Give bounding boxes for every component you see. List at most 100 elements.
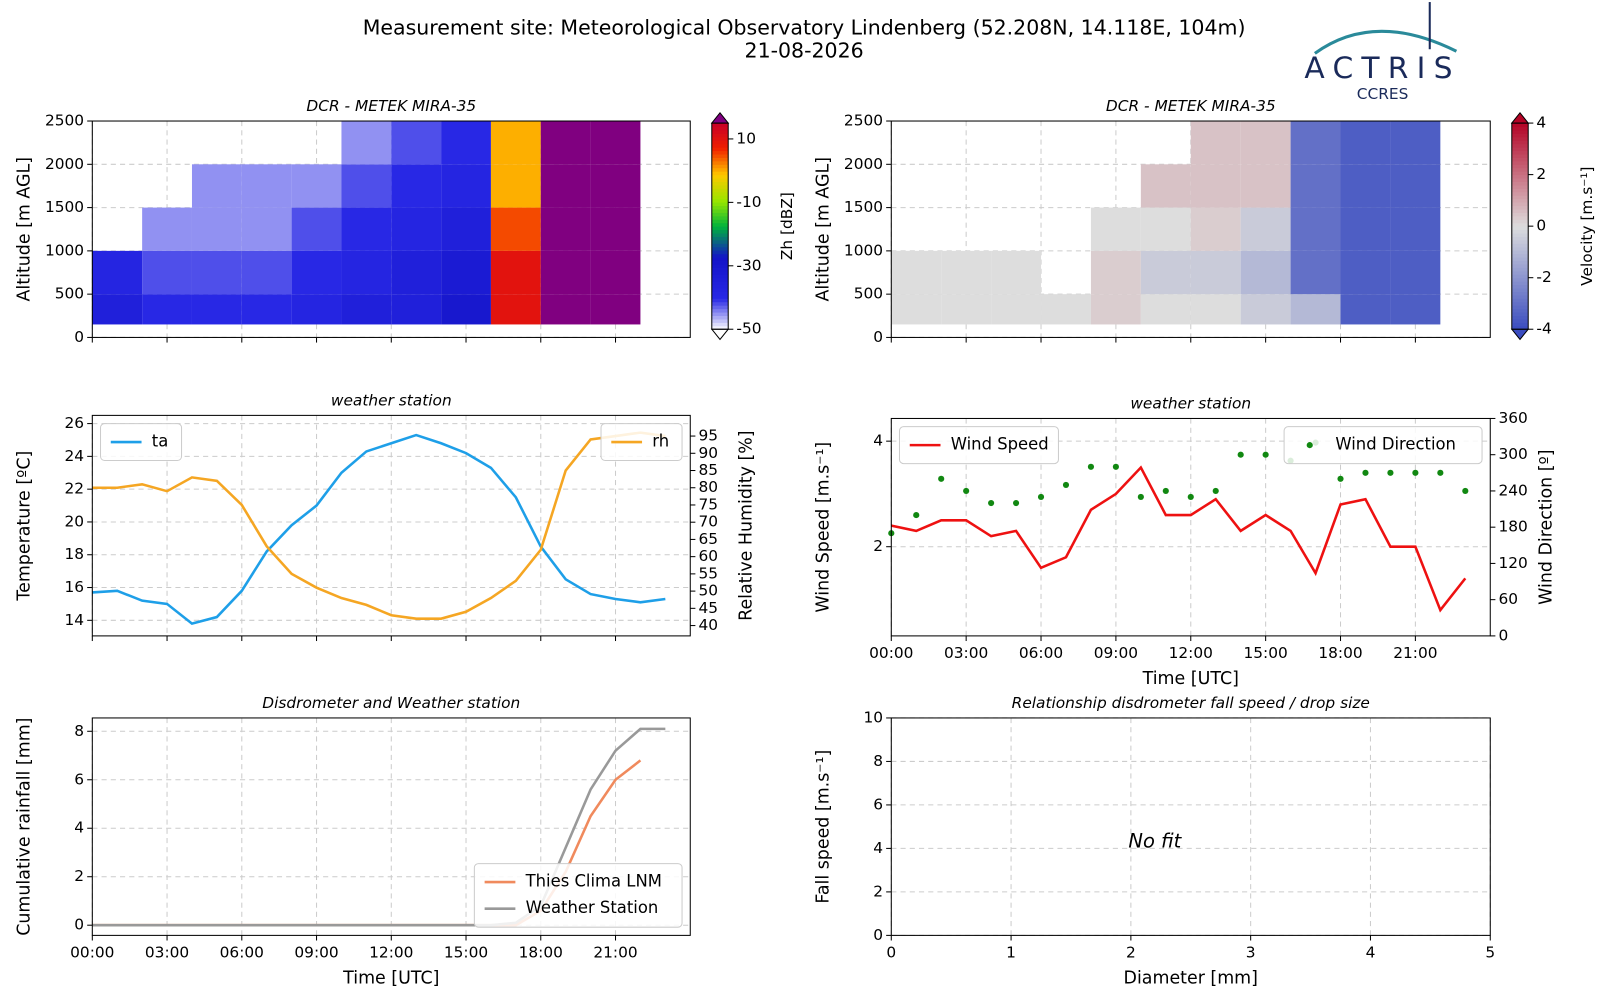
- y-tick-label: 0: [873, 328, 883, 346]
- colorbar-extend: [1510, 111, 1530, 124]
- heatmap-cell: [142, 294, 192, 325]
- y2-tick-label: 55: [698, 564, 718, 582]
- heatmap-cell: [291, 250, 342, 295]
- colorbar-segment: [711, 164, 729, 169]
- heatmap-cell: [941, 294, 992, 325]
- heatmap-cell: [1190, 164, 1241, 208]
- x-tick-label: 18:00: [1318, 644, 1362, 662]
- colorbar-segment: [711, 305, 729, 310]
- heatmap-cell: [291, 164, 342, 208]
- colorbar-tick-label: 4: [1536, 114, 1546, 132]
- heatmap-cell: [1340, 164, 1391, 208]
- colorbar-segment: [1511, 294, 1529, 299]
- heatmap-cell: [540, 164, 591, 208]
- colorbar-segment: [1511, 301, 1529, 306]
- heatmap-cell: [1140, 207, 1191, 251]
- x-axis-label: Diameter [mm]: [1124, 968, 1258, 988]
- legend-label: rh: [652, 432, 669, 451]
- colorbar-segment: [1511, 195, 1529, 200]
- heatmap-cell: [891, 294, 942, 325]
- colorbar-segment: [711, 301, 729, 306]
- colorbar-segment: [711, 243, 729, 248]
- colorbar-segment: [711, 226, 729, 231]
- point: [1187, 493, 1194, 501]
- y-tick-label: 2000: [45, 155, 84, 173]
- heatmap-cell: [1190, 250, 1241, 295]
- heatmap-cell: [291, 207, 342, 251]
- colorbar-segment: [1511, 219, 1529, 224]
- colorbar-segment: [711, 202, 729, 207]
- colorbar-segment: [711, 246, 729, 251]
- colorbar-tick-label: 2: [1536, 165, 1546, 183]
- colorbar-segment: [1511, 274, 1529, 279]
- heatmap-cell: [191, 250, 242, 295]
- colorbar-segment: [1511, 136, 1529, 141]
- x-tick-label: 3: [1246, 943, 1256, 961]
- heatmap-cell: [341, 207, 392, 251]
- colorbar-segment: [1511, 267, 1529, 272]
- heatmap-cell: [490, 294, 541, 325]
- colorbar-tick-label: 0: [1536, 217, 1546, 235]
- plot-frame: [91, 414, 691, 637]
- y2-tick-label: 45: [698, 599, 718, 617]
- colorbar-tick-label: 10: [736, 129, 756, 147]
- colorbar-extend: [1510, 328, 1530, 341]
- x-axis-label: Time [UTC]: [1142, 669, 1239, 689]
- y-tick-label: 1000: [45, 241, 84, 259]
- heatmap-cell: [1140, 250, 1191, 295]
- line: [92, 431, 666, 620]
- y-tick-label: 0: [873, 926, 883, 944]
- y2-tick-label: 80: [698, 478, 718, 496]
- y-tick-label: 1500: [45, 198, 84, 216]
- heatmap-cell: [490, 164, 541, 208]
- heatmap-cell: [490, 207, 541, 251]
- y-axis-label: Wind Speed [m.s⁻¹]: [814, 442, 834, 613]
- heatmap-cell: [241, 294, 292, 325]
- y2-tick-label: 300: [1498, 445, 1527, 463]
- colorbar-segment: [711, 129, 729, 134]
- heatmap-cell: [540, 207, 591, 251]
- colorbar-segment: [711, 250, 729, 255]
- colorbar-tick-label: -4: [1536, 320, 1551, 338]
- heatmap-cell: [1390, 164, 1441, 208]
- colorbar-segment: [711, 267, 729, 272]
- y-tick-label: 26: [65, 414, 85, 432]
- y-tick-label: 500: [854, 285, 883, 303]
- colorbar-segment: [1511, 184, 1529, 189]
- colorbar-segment: [711, 298, 729, 303]
- colorbar-segment: [1511, 154, 1529, 158]
- heatmap-cell: [441, 250, 491, 295]
- y-tick-label: 1500: [844, 198, 883, 216]
- heatmap-cell: [241, 164, 292, 208]
- colorbar-segment: [711, 143, 729, 148]
- heatmap-cell: [540, 250, 591, 295]
- colorbar-segment: [1511, 233, 1529, 237]
- logo-arc: [1313, 29, 1458, 55]
- colorbar-segment: [1511, 126, 1529, 131]
- plot-frame: [890, 417, 1491, 637]
- heatmap-cell: [1240, 250, 1291, 295]
- y-tick-label: 20: [65, 512, 85, 530]
- legend-label: ta: [152, 432, 168, 451]
- panel-title: weather station: [1130, 395, 1251, 413]
- colorbar-segment: [711, 277, 729, 282]
- y-tick-label: 22: [65, 480, 85, 498]
- colorbar-segment: [1511, 288, 1529, 292]
- colorbar-segment: [711, 239, 729, 244]
- colorbar-segment: [711, 150, 729, 155]
- colorbar-segment: [1511, 198, 1529, 203]
- colorbar-segment: [711, 181, 729, 186]
- heatmap-cell: [590, 121, 641, 165]
- colorbar-segment: [711, 171, 729, 176]
- point: [1162, 487, 1169, 495]
- colorbar-segment: [1511, 188, 1529, 193]
- heatmap-cell: [1140, 164, 1191, 208]
- x-tick-label: 09:00: [1094, 644, 1138, 662]
- legend-label: Wind Direction: [1335, 435, 1456, 454]
- y-tick-label: 24: [65, 447, 85, 465]
- colorbar-segment: [711, 174, 729, 179]
- y-tick-label: 4: [873, 432, 883, 450]
- colorbar-segment: [1511, 167, 1529, 172]
- x-tick-label: 12:00: [369, 943, 413, 961]
